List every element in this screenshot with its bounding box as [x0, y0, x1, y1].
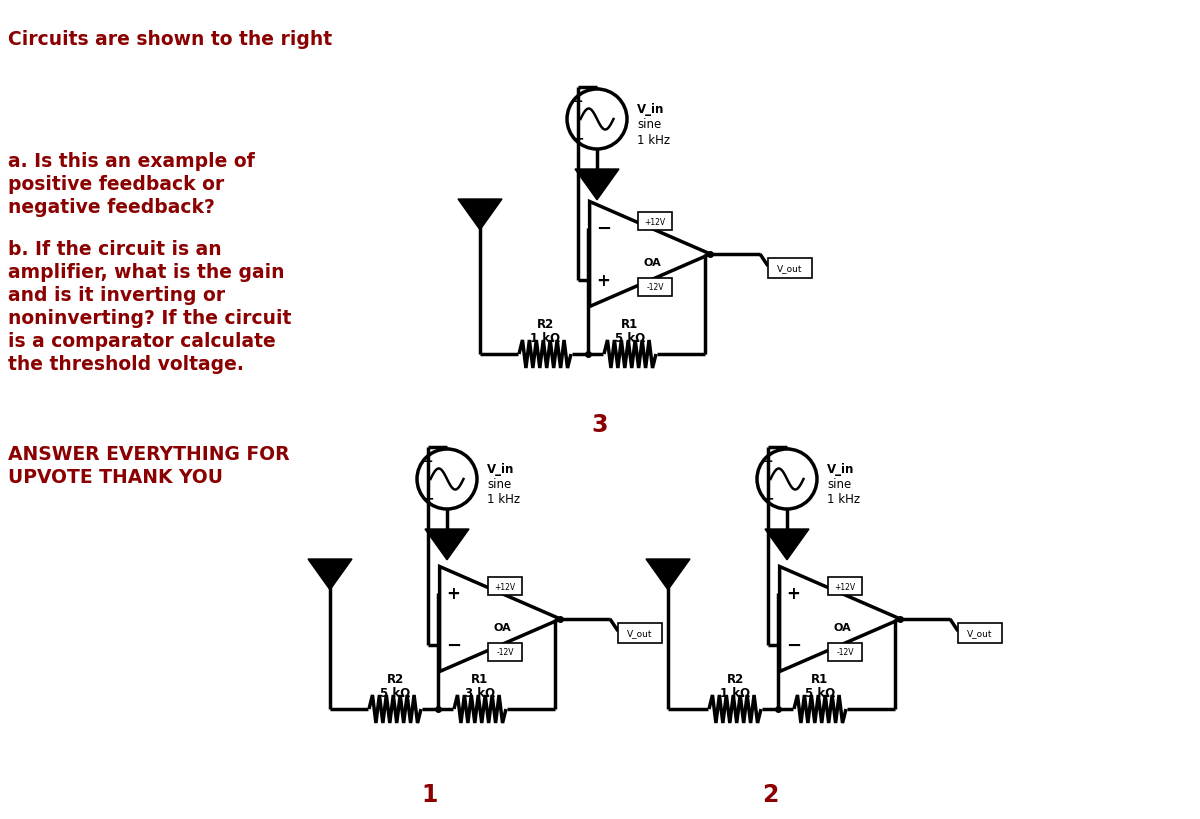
Text: and is it inverting or: and is it inverting or: [8, 286, 226, 305]
Text: +: +: [446, 584, 461, 602]
Text: R1: R1: [811, 672, 829, 686]
Text: 1 kHz: 1 kHz: [487, 493, 520, 506]
Polygon shape: [458, 200, 502, 230]
Text: 1: 1: [422, 782, 438, 806]
Polygon shape: [575, 170, 619, 201]
Text: R1: R1: [622, 318, 638, 331]
FancyBboxPatch shape: [828, 643, 862, 661]
Text: -12V: -12V: [836, 647, 853, 656]
Text: +12V: +12V: [834, 582, 856, 591]
Text: R2: R2: [726, 672, 744, 686]
Polygon shape: [646, 559, 690, 590]
Text: −: −: [786, 636, 802, 654]
FancyBboxPatch shape: [488, 577, 522, 595]
Text: noninverting? If the circuit: noninverting? If the circuit: [8, 309, 292, 328]
FancyBboxPatch shape: [958, 623, 1002, 643]
Text: sine: sine: [487, 478, 511, 491]
Text: +: +: [763, 455, 774, 468]
FancyBboxPatch shape: [618, 623, 662, 643]
Text: 5 kΩ: 5 kΩ: [805, 686, 835, 699]
Text: V_out: V_out: [778, 265, 803, 274]
Text: +: +: [574, 95, 583, 108]
Text: 1 kHz: 1 kHz: [637, 133, 670, 147]
Text: R2: R2: [536, 318, 553, 331]
Text: +: +: [596, 272, 611, 290]
Polygon shape: [308, 559, 352, 590]
Text: R2: R2: [386, 672, 403, 686]
FancyBboxPatch shape: [768, 259, 812, 278]
Text: V_in: V_in: [487, 463, 515, 476]
Text: 2: 2: [762, 782, 778, 806]
Text: OA: OA: [833, 622, 851, 632]
FancyBboxPatch shape: [828, 577, 862, 595]
Text: amplifier, what is the gain: amplifier, what is the gain: [8, 263, 284, 282]
FancyBboxPatch shape: [638, 278, 672, 296]
Text: −: −: [762, 491, 774, 505]
Text: 3: 3: [592, 413, 608, 437]
Text: 5 kΩ: 5 kΩ: [614, 332, 646, 345]
Text: OA: OA: [643, 258, 661, 268]
Text: +12V: +12V: [644, 218, 666, 227]
Text: V_in: V_in: [827, 463, 854, 476]
Text: −: −: [596, 219, 611, 238]
Text: V_out: V_out: [628, 629, 653, 638]
Text: negative feedback?: negative feedback?: [8, 197, 215, 217]
Text: Circuits are shown to the right: Circuits are shown to the right: [8, 30, 332, 49]
Text: V_out: V_out: [967, 629, 992, 638]
Polygon shape: [766, 529, 809, 560]
Text: −: −: [422, 491, 434, 505]
Text: sine: sine: [827, 478, 851, 491]
Text: 1 kHz: 1 kHz: [827, 493, 860, 506]
Text: positive feedback or: positive feedback or: [8, 174, 224, 194]
Text: b. If the circuit is an: b. If the circuit is an: [8, 240, 222, 259]
Text: sine: sine: [637, 119, 661, 131]
Text: OA: OA: [493, 622, 511, 632]
Polygon shape: [425, 529, 469, 560]
Text: ANSWER EVERYTHING FOR: ANSWER EVERYTHING FOR: [8, 445, 289, 464]
Text: -12V: -12V: [647, 283, 664, 292]
Text: R1: R1: [472, 672, 488, 686]
Text: +: +: [787, 584, 800, 602]
Text: V_in: V_in: [637, 103, 665, 116]
Text: is a comparator calculate: is a comparator calculate: [8, 332, 276, 351]
Text: 1 kΩ: 1 kΩ: [530, 332, 560, 345]
Text: UPVOTE THANK YOU: UPVOTE THANK YOU: [8, 468, 223, 486]
Text: the threshold voltage.: the threshold voltage.: [8, 355, 244, 373]
Text: a. Is this an example of: a. Is this an example of: [8, 152, 254, 171]
Text: 5 kΩ: 5 kΩ: [380, 686, 410, 699]
Text: −: −: [572, 131, 584, 146]
Text: -12V: -12V: [497, 647, 514, 656]
Text: −: −: [446, 636, 461, 654]
Text: 3 kΩ: 3 kΩ: [464, 686, 496, 699]
Text: +: +: [424, 455, 433, 468]
FancyBboxPatch shape: [488, 643, 522, 661]
FancyBboxPatch shape: [638, 213, 672, 231]
Text: 1 kΩ: 1 kΩ: [720, 686, 750, 699]
Text: +12V: +12V: [494, 582, 516, 591]
